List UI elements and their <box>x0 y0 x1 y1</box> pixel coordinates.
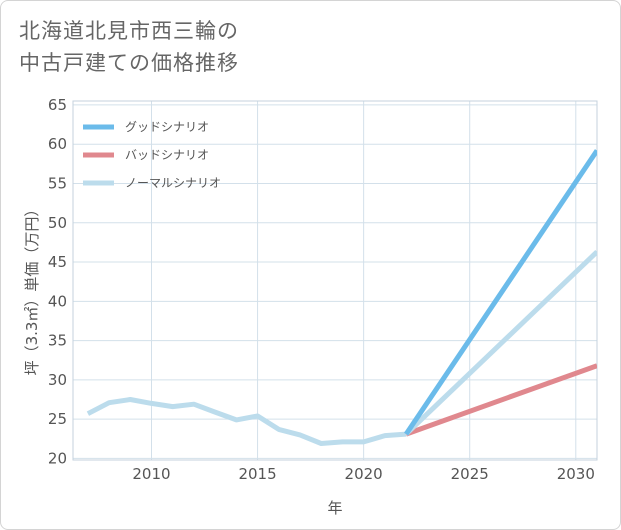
y-tick-label: 65 <box>48 96 67 114</box>
chart-title: 北海道北見市西三輪の 中古戸建ての価格推移 <box>19 15 239 79</box>
x-tick-label: 2015 <box>238 465 276 483</box>
y-tick-label: 45 <box>48 253 67 271</box>
series-line-actual <box>86 397 407 446</box>
legend-label: バッドシナリオ <box>125 148 209 162</box>
y-tick-label: 55 <box>48 174 67 192</box>
legend-label: グッドシナリオ <box>125 120 209 134</box>
series-line-scenario-2 <box>404 249 597 436</box>
x-tick-label: 2020 <box>345 465 383 483</box>
series-line-scenario-1 <box>405 363 597 437</box>
y-tick-label: 40 <box>48 292 67 310</box>
series-group <box>86 149 597 446</box>
y-tick-label: 20 <box>48 449 67 467</box>
x-tick-label: 2030 <box>557 465 595 483</box>
y-tick-label: 50 <box>48 214 67 232</box>
y-tick-label: 25 <box>48 410 67 428</box>
x-tick-label: 2025 <box>451 465 489 483</box>
series-line-scenario-0 <box>404 149 597 436</box>
plot-border <box>72 100 598 461</box>
x-tick-label: 2010 <box>132 465 170 483</box>
x-axis-title: 年 <box>327 499 342 517</box>
chart-title-line-1: 北海道北見市西三輪の <box>19 19 239 43</box>
legend-label: ノーマルシナリオ <box>125 176 221 190</box>
y-axis-title: 坪（3.3㎡）単価（万円） <box>23 202 41 376</box>
y-tick-label: 30 <box>48 371 67 389</box>
chart-title-line-2: 中古戸建ての価格推移 <box>19 51 239 75</box>
y-tick-label: 60 <box>48 135 67 153</box>
y-tick-label: 35 <box>48 332 67 350</box>
